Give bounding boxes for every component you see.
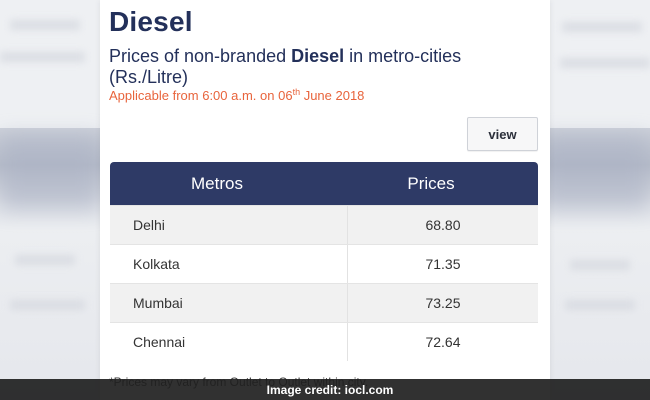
header-prices: Prices bbox=[407, 173, 455, 193]
table-row: Chennai 72.64 bbox=[110, 322, 538, 361]
page-title: Diesel bbox=[109, 6, 193, 37]
table-row: Delhi 68.80 bbox=[110, 205, 538, 244]
price-card: Diesel Prices of non-branded Diesel in m… bbox=[100, 0, 550, 400]
table-row: Kolkata 71.35 bbox=[110, 244, 538, 283]
applicable-date: Applicable from 6:00 a.m. on 06th June 2… bbox=[109, 87, 365, 104]
background-blur-text bbox=[560, 58, 650, 68]
applicable-text: Applicable from 6:00 a.m. on 06 bbox=[109, 88, 293, 103]
background-blur-right bbox=[540, 135, 650, 210]
header-metros: Metros bbox=[191, 173, 243, 193]
background-blur-text bbox=[0, 52, 85, 62]
background-blur-text bbox=[10, 300, 85, 310]
price-cell: 73.25 bbox=[425, 295, 461, 311]
background-blur-text bbox=[570, 260, 630, 270]
table-body: Delhi 68.80 Kolkata 71.35 Mumbai 73.25 C… bbox=[110, 205, 538, 361]
subtitle-text-end: in metro-cities (Rs./Litre) bbox=[109, 46, 462, 87]
image-credit: Image credit: iocl.com bbox=[266, 382, 394, 397]
price-cell: 68.80 bbox=[425, 217, 461, 233]
prices-table: Metros Prices Delhi 68.80 Kolkata 71.35 … bbox=[110, 162, 538, 361]
table-row: Mumbai 73.25 bbox=[110, 283, 538, 322]
table-header: Metros Prices bbox=[110, 162, 538, 205]
price-cell: 72.64 bbox=[425, 334, 461, 350]
metro-cell: Kolkata bbox=[110, 245, 348, 283]
subtitle: Prices of non-branded Diesel in metro-ci… bbox=[109, 46, 539, 88]
background-blur-text bbox=[10, 20, 80, 30]
metro-cell: Delhi bbox=[110, 206, 348, 244]
background-blur-left bbox=[0, 135, 100, 210]
price-cell: 71.35 bbox=[425, 256, 461, 272]
applicable-ordinal: th bbox=[292, 87, 301, 97]
subtitle-fuel: Diesel bbox=[291, 46, 345, 66]
background-blur-text bbox=[565, 300, 635, 310]
applicable-month-year: June 2018 bbox=[300, 88, 365, 103]
background-blur-text bbox=[562, 22, 642, 32]
metro-cell: Mumbai bbox=[110, 284, 348, 322]
metro-cell: Chennai bbox=[110, 323, 348, 361]
subtitle-text: Prices of non-branded bbox=[109, 46, 292, 66]
image-credit-bar: Image credit: iocl.com bbox=[0, 379, 650, 400]
background-blur-text bbox=[15, 255, 75, 265]
view-button[interactable]: view bbox=[467, 117, 538, 151]
